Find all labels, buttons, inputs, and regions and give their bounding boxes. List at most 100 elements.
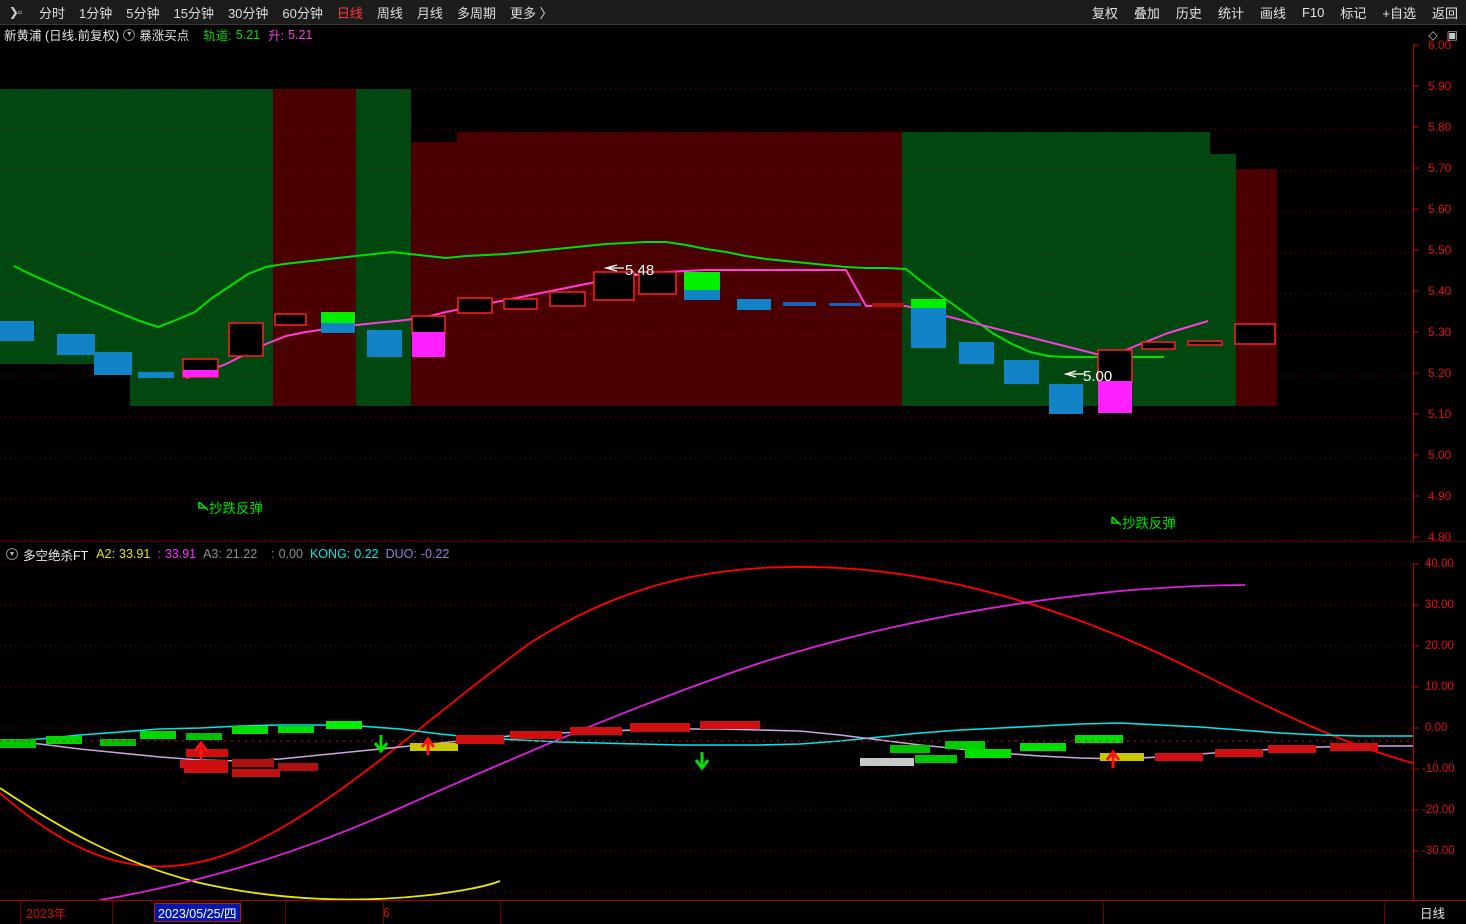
indicator-axis[interactable]: 40.00 30.00 20.00 10.00 0.00 -10.00 -20.00 -30.… xyxy=(1413,558,1466,900)
candlestick-series xyxy=(0,271,1276,414)
price-axis-tick xyxy=(1414,290,1419,292)
period-fenshi[interactable]: 分时 xyxy=(39,5,66,21)
infobar-icon-group: ◇ ▣ xyxy=(1428,28,1466,42)
period-15min[interactable]: 15分钟 xyxy=(173,5,214,21)
track-line-green xyxy=(13,241,1164,358)
low-price-annotation: 5.00 xyxy=(1063,368,1112,385)
statusbar-divider xyxy=(20,901,21,924)
second-value: 33.91 xyxy=(164,547,197,561)
period-more[interactable]: 更多 〉 xyxy=(509,5,553,21)
period-5min[interactable]: 5分钟 xyxy=(126,5,160,21)
indicator-header: ▼ 多空绝杀FT A2: 33.91 : 33.91 A3: 21.22 : 0… xyxy=(0,545,1466,563)
chevron-down-circle-icon[interactable]: ▼ xyxy=(6,548,18,560)
third-value: 0.00 xyxy=(278,547,303,561)
period-weekly[interactable]: 周线 xyxy=(376,5,403,21)
price-chart-svg: 5.48 5.00 抄跌反弹 抄跌反弹 xyxy=(0,88,1413,541)
kong-label: KONG: xyxy=(309,547,351,561)
marker-down-arrow-1 xyxy=(373,735,389,754)
low-price-label: 5.00 xyxy=(1083,368,1112,385)
status-date[interactable]: 2023/05/25/四 xyxy=(154,903,241,922)
indicator-chart-panel[interactable] xyxy=(0,563,1413,900)
indicator-axis-tick xyxy=(1414,686,1419,688)
period-monthly[interactable]: 月线 xyxy=(416,5,443,21)
price-axis-label: 6.00 xyxy=(1428,38,1452,52)
price-axis-label: 5.40 xyxy=(1428,284,1452,298)
track-value: 5.21 xyxy=(235,27,261,42)
panel-divider xyxy=(0,541,1466,542)
a2-value: 33.91 xyxy=(119,547,151,561)
background-zones xyxy=(0,89,1277,406)
btn-lishi[interactable]: 历史 xyxy=(1175,5,1202,21)
top-toolbar: ❯▫ 分时 1分钟 5分钟 15分钟 30分钟 60分钟 日线 周线 月线 多周… xyxy=(0,0,1466,25)
rise-label: 升: xyxy=(268,29,285,43)
price-axis-tick xyxy=(1414,167,1419,169)
btn-f10[interactable]: F10 xyxy=(1301,4,1325,20)
btn-huaxian[interactable]: 画线 xyxy=(1259,5,1286,21)
split-panel-icon[interactable]: ▣ xyxy=(1446,27,1458,42)
diamond-icon[interactable]: ◇ xyxy=(1428,27,1438,42)
statusbar-divider xyxy=(1384,901,1385,924)
price-chart-panel[interactable]: 5.48 5.00 抄跌反弹 抄跌反弹 xyxy=(0,44,1413,541)
stock-name-label: 新黄浦 (日线.前复权) xyxy=(4,29,120,43)
period-daily[interactable]: 日线 xyxy=(336,5,363,21)
indicator-axis-label: 0.00 xyxy=(1425,722,1448,734)
duo-value: -0.22 xyxy=(420,547,450,561)
indicator-axis-tick xyxy=(1414,768,1419,770)
indicator-axis-tick xyxy=(1414,645,1419,647)
indicator-axis-tick xyxy=(1414,809,1419,811)
signal-annotation-right: 抄跌反弹 xyxy=(1111,516,1176,531)
btn-tongji[interactable]: 统计 xyxy=(1217,5,1244,21)
price-axis-tick xyxy=(1414,372,1419,374)
btn-biaoji[interactable]: 标记 xyxy=(1340,5,1367,21)
signal-right-label: 抄跌反弹 xyxy=(1122,516,1176,531)
indicator-axis-label: -10.00 xyxy=(1422,763,1455,775)
third-label: : xyxy=(271,547,275,561)
btn-diejia[interactable]: 叠加 xyxy=(1133,5,1160,21)
red-curve xyxy=(0,566,1413,868)
price-axis-tick xyxy=(1414,495,1419,497)
indicator-title[interactable]: 多空绝杀FT xyxy=(23,548,89,563)
indicator-axis-tick xyxy=(1414,850,1419,852)
price-axis-tick xyxy=(1414,44,1419,46)
period-60min[interactable]: 60分钟 xyxy=(282,5,323,21)
a3-value: 21.22 xyxy=(225,547,258,561)
indicator-axis-label: 10.00 xyxy=(1425,681,1454,693)
indicator-axis-label: 30.00 xyxy=(1425,599,1454,611)
price-axis-label: 5.20 xyxy=(1428,366,1452,380)
second-label: : xyxy=(157,547,161,561)
price-axis-tick xyxy=(1414,413,1419,415)
price-axis[interactable]: 6.00 5.90 5.80 5.70 5.60 5.50 5.40 5.30 5.20 5.10… xyxy=(1413,38,1466,626)
kong-value: 0.22 xyxy=(354,547,379,561)
period-1min[interactable]: 1分钟 xyxy=(79,5,113,21)
price-axis-tick xyxy=(1414,126,1419,128)
high-price-annotation: 5.48 xyxy=(603,262,654,279)
btn-fuquan[interactable]: 复权 xyxy=(1091,5,1118,21)
duo-label: DUO: xyxy=(385,547,417,561)
price-axis-label: 4.90 xyxy=(1428,489,1452,503)
high-price-label: 5.48 xyxy=(625,262,654,279)
indicator-axis-label: 40.00 xyxy=(1425,558,1454,570)
price-axis-label: 5.60 xyxy=(1428,202,1452,216)
signal-annotation-left: 抄跌反弹 xyxy=(198,501,263,516)
stock-info-bar: 新黄浦 (日线.前复权) ▼ 暴涨买点 轨道: 5.21 升: 5.21 ◇ ▣ xyxy=(0,25,1466,44)
price-axis-tick xyxy=(1414,85,1419,87)
btn-add-favorite[interactable]: +自选 xyxy=(1382,5,1416,21)
indicator-name-label[interactable]: 暴涨买点 xyxy=(139,29,190,43)
status-period: 日线 xyxy=(1420,907,1446,921)
indicator-axis-tick xyxy=(1414,604,1419,606)
price-axis-tick xyxy=(1414,208,1419,210)
price-axis-label: 5.10 xyxy=(1428,407,1452,421)
chevron-down-circle-icon[interactable]: ▼ xyxy=(123,28,136,41)
yellow-curve xyxy=(0,787,501,900)
track-label: 轨道: xyxy=(203,29,232,43)
window-list-icon[interactable]: ❯▫ xyxy=(8,5,22,19)
status-bar: 2023年 2023/05/25/四 6 日线 xyxy=(0,900,1466,924)
btn-return[interactable]: 返回 xyxy=(1431,5,1458,21)
statusbar-divider xyxy=(1103,901,1104,924)
statusbar-divider xyxy=(285,901,286,924)
period-30min[interactable]: 30分钟 xyxy=(227,5,269,21)
indicator-axis-label: 20.00 xyxy=(1425,640,1454,652)
marker-up-arrow-3 xyxy=(1105,749,1121,768)
period-multi[interactable]: 多周期 xyxy=(456,5,496,21)
price-axis-label: 5.70 xyxy=(1428,161,1452,175)
